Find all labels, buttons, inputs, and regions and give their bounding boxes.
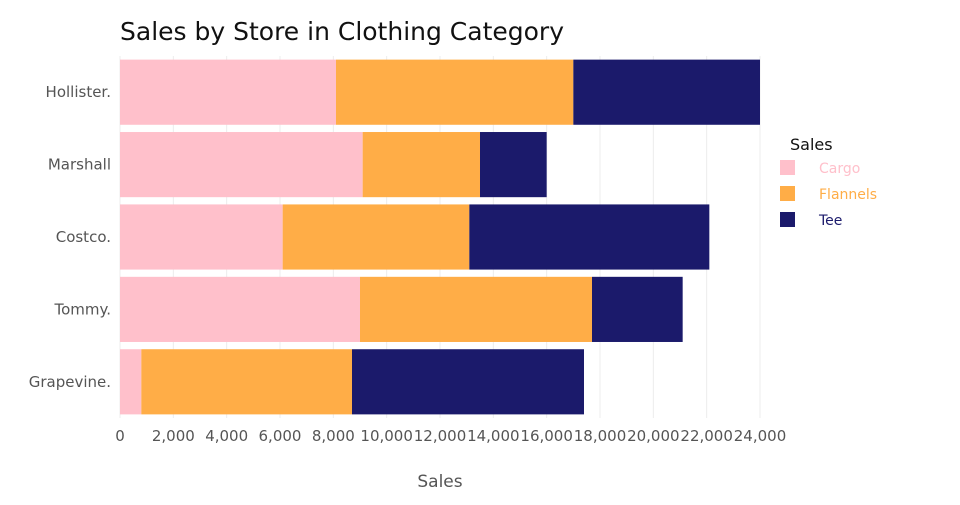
x-tick-label: 14,000 bbox=[467, 427, 520, 445]
bar-cargo-3 bbox=[120, 276, 360, 342]
bar-flannels-0 bbox=[336, 59, 574, 125]
chart-title: Sales by Store in Clothing Category bbox=[120, 17, 564, 46]
x-tick-label: 22,000 bbox=[680, 427, 733, 445]
legend-label-tee: Tee bbox=[818, 213, 842, 229]
legend-swatch-tee bbox=[780, 212, 795, 227]
y-axis-categories: Hollister. Marshall Costco. Tommy. Grapevine… bbox=[29, 83, 111, 391]
x-tick-label: 4,000 bbox=[205, 427, 248, 445]
legend-swatch-cargo bbox=[780, 160, 795, 175]
bar-flannels-2 bbox=[282, 204, 470, 270]
bar-tee-0 bbox=[573, 59, 760, 125]
x-tick-label: 2,000 bbox=[152, 427, 195, 445]
x-tick-label: 10,000 bbox=[360, 427, 413, 445]
bar-cargo-0 bbox=[120, 59, 336, 125]
legend-title: Sales bbox=[790, 135, 833, 154]
legend-swatch-flannels bbox=[780, 186, 795, 201]
bar-cargo-2 bbox=[120, 204, 283, 270]
x-tick-label: 12,000 bbox=[414, 427, 467, 445]
bar-cargo-4 bbox=[120, 349, 142, 415]
x-tick-label: 8,000 bbox=[312, 427, 355, 445]
legend-label-cargo: Cargo bbox=[819, 161, 860, 177]
x-tick-label: 20,000 bbox=[627, 427, 680, 445]
legend: Sales Cargo Flannels Tee bbox=[780, 135, 877, 229]
x-tick-label: 18,000 bbox=[574, 427, 627, 445]
bar-tee-2 bbox=[469, 204, 710, 270]
category-label: Grapevine. bbox=[29, 373, 111, 391]
bar-tee-3 bbox=[592, 276, 683, 342]
x-tick-label: 0 bbox=[115, 427, 125, 445]
x-axis-title: Sales bbox=[417, 472, 462, 492]
bar-tee-4 bbox=[352, 349, 584, 415]
x-axis-ticks: 0 2,000 4,000 6,000 8,000 10,000 12,000 14,000 1… bbox=[115, 427, 786, 445]
x-tick-label: 24,000 bbox=[734, 427, 787, 445]
category-label: Tommy. bbox=[53, 300, 111, 318]
category-label: Costco. bbox=[56, 228, 111, 246]
x-tick-label: 16,000 bbox=[520, 427, 573, 445]
category-label: Marshall bbox=[48, 156, 111, 174]
legend-label-flannels: Flannels bbox=[819, 187, 877, 203]
bar-cargo-1 bbox=[120, 132, 363, 198]
bar-flannels-3 bbox=[360, 276, 592, 342]
x-tick-label: 6,000 bbox=[259, 427, 302, 445]
bar-flannels-1 bbox=[362, 132, 480, 198]
bars bbox=[120, 59, 760, 415]
bar-tee-1 bbox=[480, 132, 547, 198]
category-label: Hollister. bbox=[46, 83, 111, 101]
bar-flannels-4 bbox=[141, 349, 352, 415]
